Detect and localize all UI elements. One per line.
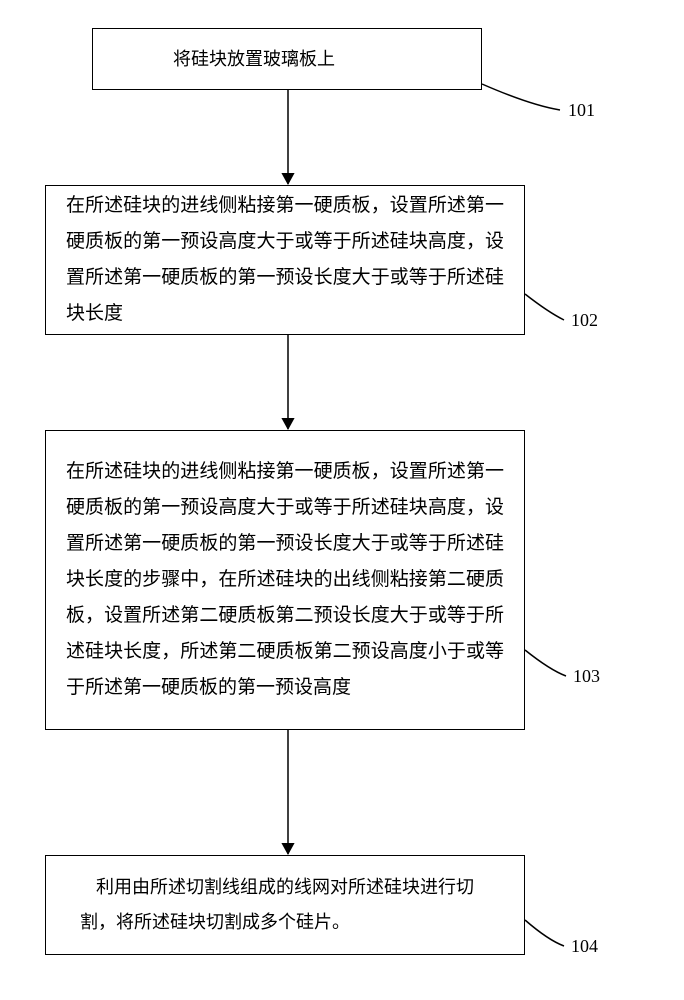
leader-line-103 <box>521 646 570 680</box>
leader-line-102 <box>521 290 568 324</box>
flowchart-edge-2 <box>276 730 300 857</box>
flowchart-node-102-text: 在所述硅块的进线侧粘接第一硬质板，设置所述第一硬质板的第一预设高度大于或等于所述… <box>46 188 524 332</box>
flowchart-label-104: 104 <box>571 936 598 957</box>
flowchart-edge-0 <box>276 90 300 187</box>
flowchart-label-102: 102 <box>571 310 598 331</box>
flowchart-node-104: 利用由所述切割线组成的线网对所述硅块进行切割，将所述硅块切割成多个硅片。 <box>45 855 525 955</box>
flowchart-node-103: 在所述硅块的进线侧粘接第一硬质板，设置所述第一硬质板的第一预设高度大于或等于所述… <box>45 430 525 730</box>
flowchart-node-102: 在所述硅块的进线侧粘接第一硬质板，设置所述第一硬质板的第一预设高度大于或等于所述… <box>45 185 525 335</box>
flowchart-edge-1 <box>276 335 300 432</box>
flowchart-canvas: 将硅块放置玻璃板上 101 在所述硅块的进线侧粘接第一硬质板，设置所述第一硬质板… <box>0 0 684 1000</box>
flowchart-label-103: 103 <box>573 666 600 687</box>
flowchart-node-101: 将硅块放置玻璃板上 <box>92 28 482 90</box>
flowchart-node-101-text: 将硅块放置玻璃板上 <box>93 45 481 74</box>
flowchart-label-101: 101 <box>568 100 595 121</box>
flowchart-node-104-text: 利用由所述切割线组成的线网对所述硅块进行切割，将所述硅块切割成多个硅片。 <box>46 870 524 940</box>
leader-line-101 <box>478 80 564 114</box>
leader-line-104 <box>521 916 568 950</box>
flowchart-node-103-text: 在所述硅块的进线侧粘接第一硬质板，设置所述第一硬质板的第一预设高度大于或等于所述… <box>46 454 524 707</box>
